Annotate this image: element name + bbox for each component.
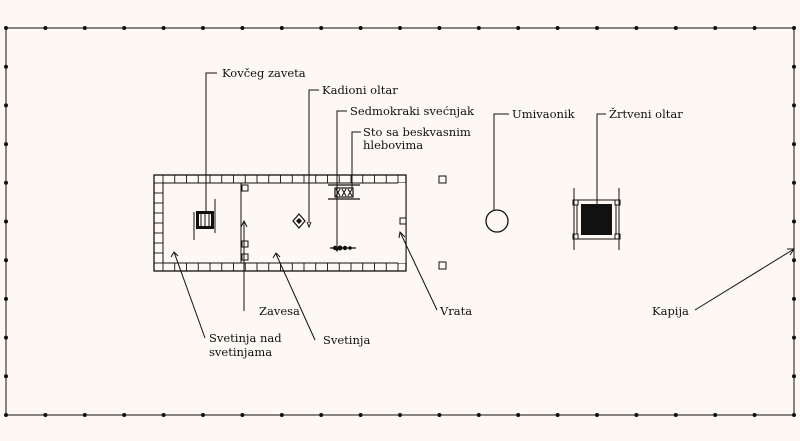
fence-post <box>516 26 521 30</box>
fence-post <box>4 219 8 224</box>
fence-post <box>240 26 245 30</box>
label-holy-place: Svetinja <box>323 333 370 347</box>
fence-post <box>437 413 442 417</box>
label-gate: Kapija <box>652 304 689 318</box>
label-laver: Umivaonik <box>512 107 576 121</box>
fence-post <box>752 413 757 417</box>
incense-altar-icon <box>292 213 306 229</box>
label-burnt-altar: Žrtveni oltar <box>609 107 683 121</box>
fence-post <box>240 413 245 417</box>
fence-post <box>752 26 757 30</box>
fence-post <box>43 26 48 30</box>
label-menorah: Sedmokraki svećnjak <box>350 104 475 118</box>
fence-post <box>792 180 796 185</box>
fence-post <box>161 26 166 30</box>
label-door: Vrata <box>439 304 472 318</box>
fence-post <box>279 413 284 417</box>
fence-post <box>792 413 796 417</box>
fence-post <box>201 26 205 30</box>
label-table-line1: Sto sa beskvasnim <box>363 125 471 139</box>
leader-lines <box>170 72 795 341</box>
fence-post <box>516 413 521 417</box>
fence-post <box>555 26 560 30</box>
court-pillar <box>438 175 447 184</box>
fence-post <box>161 413 166 417</box>
fence-post <box>82 26 87 30</box>
fence-post <box>43 413 48 417</box>
fence-post <box>792 64 796 69</box>
fence-post <box>713 26 718 30</box>
door-post <box>399 217 407 225</box>
laver-icon <box>485 209 509 233</box>
fence-post <box>792 219 796 224</box>
fence-post <box>4 180 8 185</box>
label-holy-of-holies-line2: svetinjama <box>209 345 272 359</box>
wall-boards <box>154 175 399 271</box>
fence-post <box>792 26 796 30</box>
fence-post <box>279 26 284 30</box>
fence-post <box>319 413 324 417</box>
fence-post <box>476 26 481 30</box>
fence-post <box>358 413 363 417</box>
label-table-line2: hlebovima <box>363 138 423 152</box>
fence-post <box>4 64 8 69</box>
fence-post <box>555 413 560 417</box>
fence-post <box>4 296 8 301</box>
fence-post <box>4 374 8 379</box>
fence-post <box>673 413 678 417</box>
fence-post <box>358 26 363 30</box>
label-holy-of-holies-line1: Svetinja nad <box>209 331 282 345</box>
label-ark: Kovčeg zaveta <box>222 66 306 80</box>
fence-post <box>4 258 8 263</box>
showbread-table-icon <box>328 184 360 200</box>
fence-post <box>673 26 678 30</box>
court-pillar <box>438 261 447 270</box>
fence-post <box>634 413 639 417</box>
label-veil: Zavesa <box>259 304 300 318</box>
fence-posts <box>4 26 796 417</box>
fence-post <box>634 26 639 30</box>
fence-post <box>595 413 599 417</box>
fence-post <box>792 258 796 263</box>
fence-post <box>595 26 599 30</box>
fence-post <box>4 103 8 108</box>
fence-post <box>792 142 796 147</box>
ark-icon <box>193 199 216 240</box>
fence-post <box>398 26 402 30</box>
fence-post <box>792 335 796 340</box>
fence-post <box>713 413 718 417</box>
fence-post <box>792 374 796 379</box>
fence-post <box>122 26 127 30</box>
fence-post <box>4 335 8 340</box>
veil <box>240 183 249 263</box>
fence-post <box>4 413 8 417</box>
fence-post <box>792 296 796 301</box>
fence-post <box>4 142 8 147</box>
label-incense-altar: Kadioni oltar <box>322 83 398 97</box>
fence-post <box>122 413 127 417</box>
fence-post <box>792 103 796 108</box>
fence-post <box>82 413 87 417</box>
fence-post <box>476 413 481 417</box>
fence-post <box>201 413 205 417</box>
fence-post <box>4 26 8 30</box>
fence-post <box>398 413 402 417</box>
fence-post <box>437 26 442 30</box>
fence-post <box>319 26 324 30</box>
